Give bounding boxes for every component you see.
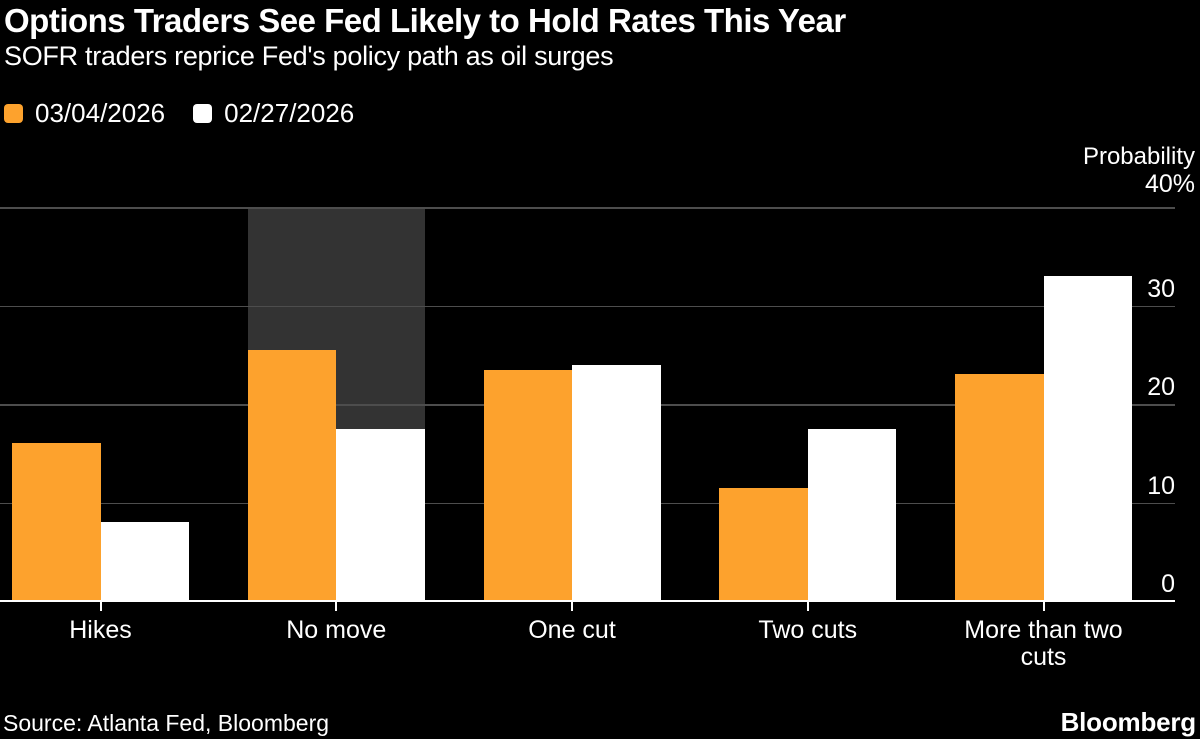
y-tick-label-10: 10 xyxy=(1147,471,1175,500)
bloomberg-logo: Bloomberg xyxy=(1060,707,1197,737)
bar-no-move-02-27-2026 xyxy=(336,428,425,601)
bar-two-cuts-02-27-2026 xyxy=(807,428,897,601)
plot-area: Hikes No move One cut Two cuts More than two… xyxy=(0,207,1175,671)
x-axis-tick-hikes xyxy=(99,601,102,611)
chart-subtitle: SOFR traders reprice Fed's policy path a… xyxy=(4,41,614,71)
bar-more-than-two-cuts-02-27-2026 xyxy=(1043,275,1132,601)
bar-one-cut-03-04-2026 xyxy=(483,369,572,601)
legend: 03/04/2026 02/27/2026 xyxy=(4,100,354,126)
bar-no-move-03-04-2026 xyxy=(247,349,337,601)
bar-more-than-two-cuts-03-04-2026 xyxy=(955,374,1044,601)
x-axis-tick-more-than-two-cuts xyxy=(1042,601,1045,611)
gridline-40 xyxy=(0,207,1175,209)
y-tick-label-0: 0 xyxy=(1161,570,1175,598)
legend-label: 03/04/2026 xyxy=(35,98,166,128)
category-label-one-cut: One cut xyxy=(528,616,616,644)
y-axis-title: Probability xyxy=(1082,143,1195,170)
y-tick-label-20: 20 xyxy=(1147,373,1175,401)
x-axis-tick-two-cuts xyxy=(806,601,809,611)
bar-hikes-02-27-2026 xyxy=(100,522,189,601)
bar-two-cuts-03-04-2026 xyxy=(719,487,808,601)
x-axis-baseline xyxy=(0,599,1175,602)
y-tick-label-40: 40% xyxy=(1144,170,1195,198)
source-note: Source: Atlanta Fed, Bloomberg xyxy=(3,710,330,736)
category-label-two-cuts: Two cuts xyxy=(758,616,858,644)
category-label-hikes: Hikes xyxy=(69,616,132,644)
bar-one-cut-02-27-2026 xyxy=(572,364,661,601)
legend-swatch-icon xyxy=(4,103,23,123)
bar-hikes-03-04-2026 xyxy=(12,443,101,601)
legend-swatch-icon xyxy=(193,103,213,123)
category-label-no-move: No move xyxy=(286,616,387,644)
legend-label: 02/27/2026 xyxy=(224,98,355,128)
chart-title: Options Traders See Fed Likely to Hold R… xyxy=(4,2,846,39)
category-label-more-than-two-cuts: More than two cuts xyxy=(964,616,1123,671)
legend-item-02-27-2026: 02/27/2026 xyxy=(193,100,354,126)
gridline-30 xyxy=(0,305,1175,307)
x-axis-tick-no-move xyxy=(335,601,338,611)
x-axis-tick-one-cut xyxy=(571,601,573,611)
legend-item-03-04-2026: 03/04/2026 xyxy=(4,100,165,126)
y-tick-label-30: 30 xyxy=(1147,274,1175,303)
